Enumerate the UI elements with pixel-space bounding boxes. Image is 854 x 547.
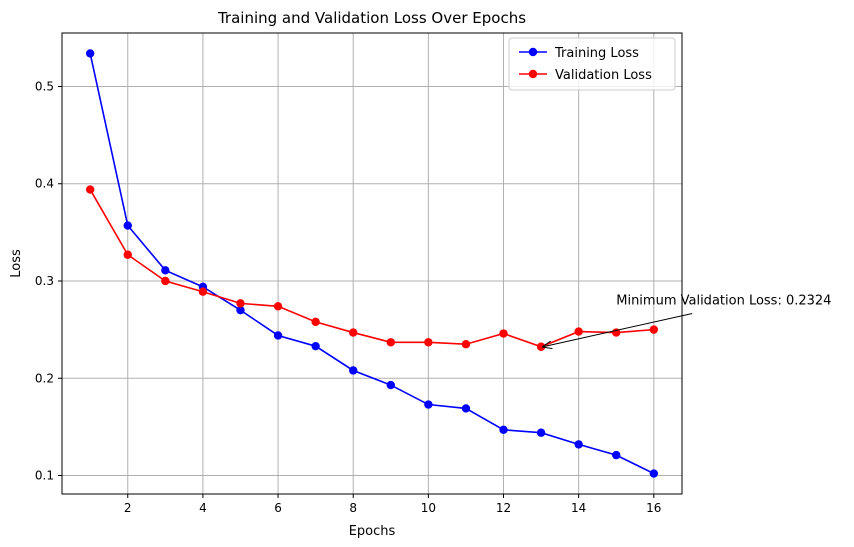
data-point [649,469,659,478]
legend: Training Loss Validation Loss [508,37,676,91]
legend-swatch-marker [528,69,538,79]
grid [62,33,682,494]
data-point [85,49,95,58]
data-point [236,299,245,308]
data-point [85,185,95,194]
annotation-arrow [543,312,693,346]
y-tick-label: 0.5 [35,79,54,93]
data-point [574,440,583,449]
data-point [161,266,170,275]
annotation-text: Minimum Validation Loss: 0.2324 [616,293,831,308]
x-tick-label: 14 [571,501,586,515]
x-tick-label: 8 [349,501,357,515]
y-tick-label: 0.1 [35,469,54,483]
series-training-loss [85,49,659,478]
data-point [649,325,659,334]
legend-entry-label: Training Loss [554,46,639,61]
legend-swatch-marker [528,47,538,57]
data-point [499,329,508,338]
data-point [386,380,395,390]
data-point [273,331,283,340]
series-validation-loss [85,185,659,351]
y-tick-label: 0.3 [35,274,54,288]
annotation: Minimum Validation Loss: 0.2324 [543,293,831,346]
data-point [123,250,132,259]
x-axis-label: Epochs [349,524,396,539]
data-point [198,287,208,296]
data-point [461,340,471,349]
data-point [349,366,358,375]
x-tick-label: 16 [646,501,661,515]
legend-box [508,37,676,91]
series-layer [85,49,659,478]
series-line [89,189,654,348]
data-point [311,341,320,351]
data-point [536,428,546,437]
data-point [349,328,358,337]
chart-title: Training and Validation Loss Over Epochs [217,9,526,27]
x-tick-label: 4 [199,501,207,515]
data-point [461,404,471,413]
x-tick-label: 6 [274,501,282,515]
x-tick-label: 10 [421,501,436,515]
data-point [161,276,170,286]
series-line [89,53,655,475]
y-tick-label: 0.4 [35,177,54,191]
legend-entry-label: Validation Loss [555,68,652,83]
data-point [424,338,433,347]
data-point [574,327,583,336]
data-point [612,450,621,460]
data-point [386,338,395,347]
data-point [424,400,433,409]
plot-frame [61,32,683,495]
data-point [499,425,508,435]
x-axis-ticks: 2 4 6 8 10 12 14 16 [124,494,661,515]
y-axis-ticks: 0.1 0.2 0.3 0.4 0.5 [35,79,62,483]
data-point [273,302,283,311]
x-tick-label: 12 [496,501,511,515]
data-point [236,305,245,315]
x-tick-label: 2 [124,501,132,515]
data-point [123,221,132,230]
data-point [311,317,320,327]
y-axis-label: Loss [9,249,24,278]
y-tick-label: 0.2 [35,371,54,385]
